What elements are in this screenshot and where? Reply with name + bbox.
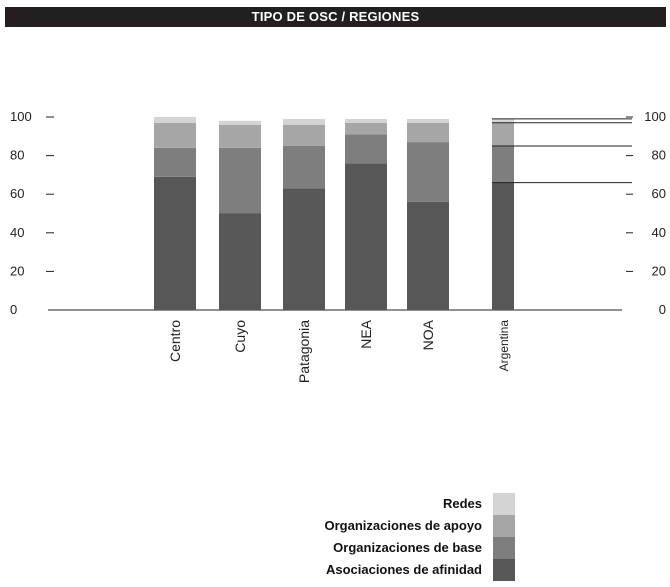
bar-segment: [345, 134, 387, 164]
bars-group: [154, 117, 632, 310]
axes-group: 0 0 20 20 40 40 60 60 80 80 100 100: [10, 109, 666, 317]
bar-segment: [345, 118, 387, 123]
bar-segment: [154, 117, 196, 123]
bar-segment: [407, 122, 449, 143]
y-tick-label-left: 100: [10, 109, 32, 124]
y-tick-label-right: 80: [652, 148, 666, 163]
bar-segment: [154, 176, 196, 310]
legend-swatch: [493, 559, 515, 581]
legend-swatch: [493, 515, 515, 537]
y-tick-label-right: 20: [652, 263, 666, 278]
y-tick-label-right: 40: [652, 225, 666, 240]
y-tick-label-right: 100: [644, 109, 666, 124]
bar-segment: [345, 163, 387, 310]
bar-segment: [283, 124, 325, 146]
bar-segment: [219, 147, 261, 214]
x-tick-label: Argentina: [497, 320, 511, 372]
bar-segment: [283, 118, 325, 125]
bar-segment: [154, 147, 196, 177]
y-tick-label-left: 60: [10, 186, 24, 201]
legend: Redes Organizaciones de apoyo Organizacion…: [0, 493, 670, 587]
chart-title: TIPO DE OSC / REGIONES: [5, 7, 666, 27]
x-tick-label: NEA: [358, 319, 374, 348]
bar-segment: [492, 122, 514, 146]
legend-label: Organizaciones de base: [333, 540, 482, 555]
y-tick-label-left: 0: [10, 302, 17, 317]
stacked-bar-chart: 0 0 20 20 40 40 60 60 80 80 100 100 Centro Cuyo Patag…: [10, 109, 666, 383]
legend-label: Organizaciones de apoyo: [324, 518, 483, 533]
bar-segment: [154, 122, 196, 148]
y-tick-label-right: 60: [652, 186, 666, 201]
bar-segment: [219, 213, 261, 310]
bar-segment: [345, 122, 387, 135]
bar-segment: [492, 182, 514, 310]
bar-segment: [283, 188, 325, 310]
x-tick-label: Centro: [167, 320, 183, 362]
bar-segment: [219, 124, 261, 148]
y-tick-label-right: 0: [659, 302, 666, 317]
x-tick-label: Cuyo: [232, 320, 248, 353]
y-tick-label-left: 40: [10, 225, 24, 240]
y-tick-label-left: 20: [10, 263, 24, 278]
y-tick-label-left: 80: [10, 148, 24, 163]
x-tick-labels: Centro Cuyo Patagonia NEA NOA Argentina: [167, 319, 511, 383]
x-tick-label: Patagonia: [296, 320, 312, 383]
bar-segment: [492, 118, 514, 123]
bar-segment: [492, 145, 514, 183]
legend-label: Asociaciones de afinidad: [325, 562, 482, 577]
bar-segment: [407, 118, 449, 123]
bar-segment: [407, 201, 449, 310]
legend-label: Redes: [442, 496, 482, 511]
bar-segment: [219, 120, 261, 125]
bar-segment: [283, 145, 325, 189]
x-tick-label: NOA: [420, 319, 436, 350]
legend-swatch: [493, 493, 515, 515]
bar-segment: [407, 142, 449, 202]
legend-swatch: [493, 537, 515, 559]
